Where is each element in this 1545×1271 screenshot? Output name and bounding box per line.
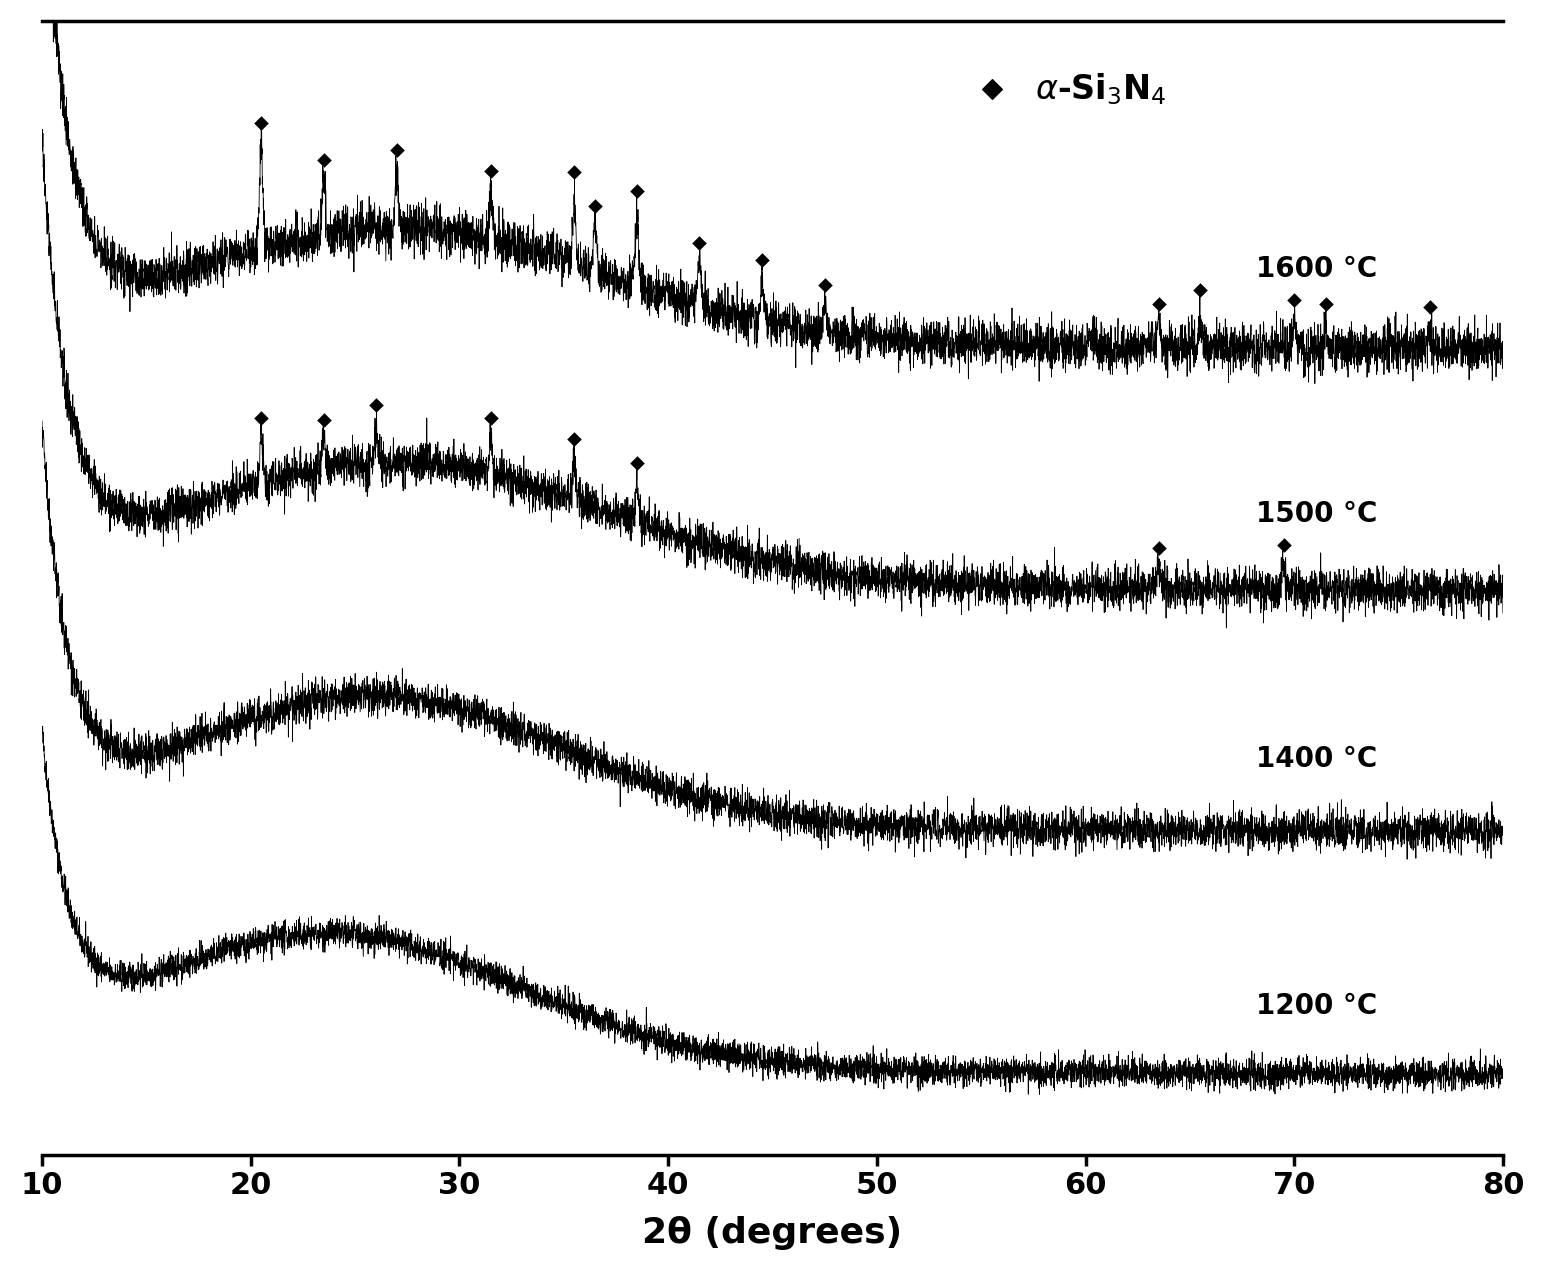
Text: 1400 °C: 1400 °C: [1256, 745, 1378, 773]
Point: [249, 408, 273, 428]
Point: [249, 113, 273, 133]
Point: [363, 395, 388, 416]
Text: $\alpha$-Si$_3$N$_4$: $\alpha$-Si$_3$N$_4$: [1035, 71, 1166, 107]
Point: [1146, 538, 1171, 558]
Point: [312, 150, 337, 170]
Point: [562, 430, 587, 450]
Text: 1600 °C: 1600 °C: [1256, 255, 1378, 283]
Point: [1282, 290, 1307, 310]
Point: [688, 233, 712, 253]
Point: [479, 408, 504, 428]
Text: 1500 °C: 1500 °C: [1256, 500, 1378, 527]
Point: [562, 163, 587, 183]
Point: [813, 275, 837, 295]
Point: [385, 140, 409, 160]
Point: [312, 409, 337, 430]
Point: [479, 160, 504, 180]
Point: [1272, 535, 1296, 555]
X-axis label: 2θ (degrees): 2θ (degrees): [643, 1216, 902, 1251]
Point: [1417, 297, 1441, 318]
Point: [624, 180, 649, 201]
Point: [1313, 294, 1338, 314]
Point: [624, 454, 649, 474]
Point: [1146, 294, 1171, 314]
Point: [582, 196, 607, 216]
Text: 1200 °C: 1200 °C: [1256, 993, 1378, 1021]
Point: [1188, 280, 1213, 300]
Point: [749, 249, 774, 269]
